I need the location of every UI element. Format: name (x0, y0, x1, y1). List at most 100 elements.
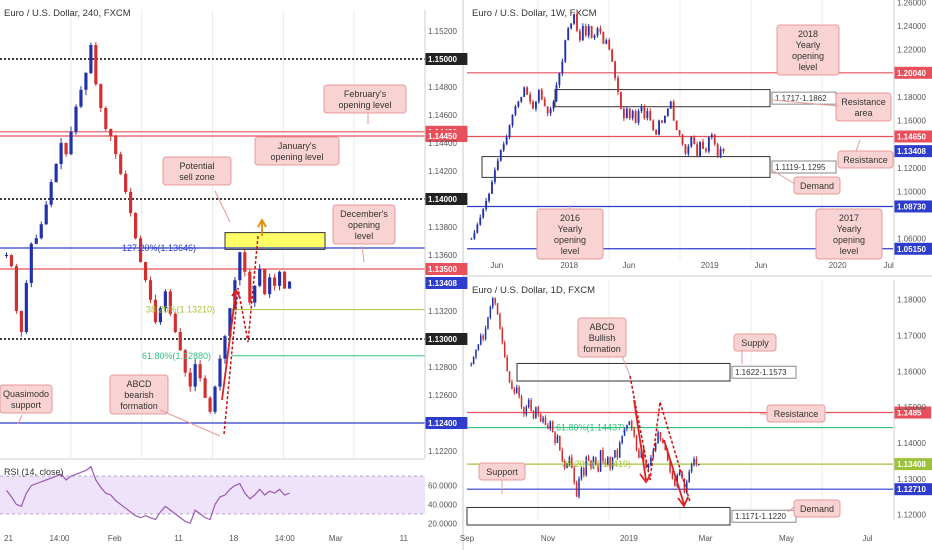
h4-x-tick: 18 (229, 534, 238, 543)
h4-chart-title: Euro / U.S. Dollar, 240, FXCM (4, 8, 131, 19)
w1-candle (561, 61, 564, 74)
w1-level-tag-text: 1.13408 (897, 147, 926, 156)
h4-fib-label: 61.80%(1.12880) (142, 351, 211, 361)
h4-level-tag (425, 130, 468, 142)
h4-candle (223, 336, 227, 359)
h4-candle (277, 271, 282, 286)
w1-y-tick: 1.24000 (897, 22, 926, 31)
h4-y-tick: 1.13200 (428, 307, 457, 316)
h4-level-tag-text: 1.14450 (428, 132, 457, 141)
h4-bubble-december-pointer (361, 245, 365, 263)
d1-candle (537, 407, 540, 415)
w1-x-tick: 2019 (701, 261, 719, 270)
w1-candle (581, 26, 584, 41)
rsi-line (6, 465, 290, 525)
w1-bubble-2017-text: opening (833, 235, 865, 245)
h4-y-tick: 1.12800 (428, 363, 457, 372)
h4-x-tick: 14:00 (49, 534, 70, 543)
w1-bubble-2018 (776, 24, 840, 76)
h4-level-tag (425, 53, 468, 65)
d1-candle (475, 349, 477, 358)
d1-candle (523, 407, 525, 415)
h4-candle (133, 213, 138, 239)
w1-candle (658, 120, 660, 135)
h4-candle (138, 238, 143, 262)
h4-candle (74, 106, 78, 132)
w1-bubble-resistance-area (835, 92, 892, 122)
w1-x-tick: Jun (622, 261, 635, 270)
w1-x-tick: Jun (490, 261, 503, 270)
d1-candle (575, 482, 578, 497)
h4-x-tick: 14:00 (275, 534, 296, 543)
h4-candle (248, 271, 252, 303)
h4-bubble-february (323, 84, 407, 114)
d1-x-tick: Mar (699, 534, 713, 543)
w1-candle (549, 108, 552, 114)
h4-candle (69, 131, 73, 155)
w1-level-tag-text: 1.05150 (897, 245, 926, 254)
h4-bubble-sell-zone-text: sell zone (179, 172, 215, 182)
d1-candle (590, 460, 592, 469)
h4-candle (228, 308, 232, 337)
d1-x-tick: May (779, 534, 794, 543)
h4-candle (109, 129, 113, 136)
d1-candle (604, 460, 607, 465)
h4-candle (188, 372, 192, 387)
d1-candle (563, 460, 566, 469)
w1-chart-title: Euro / U.S. Dollar, 1W, FXCM (472, 8, 597, 19)
w1-level-tag (894, 242, 932, 255)
h4-bubble-quasimodo (0, 384, 53, 414)
d1-x-tick: Nov (541, 534, 555, 543)
w1-level-tag (894, 145, 932, 158)
h4-candle (268, 277, 272, 295)
w1-bubble-demand-pointer (771, 169, 796, 185)
d1-level-tag-text: 1.13408 (897, 460, 926, 469)
w1-candle (590, 26, 593, 38)
h4-candle (193, 364, 197, 387)
w1-y-tick: 1.12000 (897, 164, 926, 173)
d1-x-tick: Jul (862, 534, 872, 543)
w1-level-tag (894, 200, 932, 213)
w1-candle (710, 134, 713, 138)
d1-candle (559, 435, 561, 451)
w1-zone-demand-label: 1.1119-1.1295 (775, 163, 826, 172)
w1-bubble-resistance (837, 150, 894, 169)
w1-candle (593, 35, 596, 38)
d1-zone-supply-label-box (731, 365, 797, 379)
d1-zone-demand (466, 506, 731, 526)
d1-candle (535, 407, 537, 418)
w1-y-tick: 1.26000 (897, 0, 926, 7)
w1-candle (599, 28, 602, 32)
w1-candle (576, 14, 578, 31)
d1-candle (693, 459, 695, 465)
d1-candle (626, 425, 628, 429)
w1-candle (605, 40, 608, 44)
w1-candle (543, 99, 546, 107)
d1-candle (609, 457, 611, 469)
d1-candle (532, 410, 535, 418)
h4-candle (287, 281, 292, 289)
d1-candle (595, 457, 597, 465)
h4-x-tick: Feb (108, 534, 122, 543)
h4-bubble-december-text: opening (348, 220, 380, 230)
h4-level-tag (425, 333, 468, 345)
h4-candle (148, 280, 153, 300)
d1-candle (686, 482, 688, 494)
h4-candle (99, 84, 103, 108)
d1-candle (580, 468, 583, 479)
d1-candle (472, 357, 475, 365)
w1-candle (573, 14, 575, 24)
d1-candle (614, 450, 616, 458)
d1-candle (669, 460, 671, 472)
d1-candle (527, 400, 530, 408)
w1-candle (596, 28, 599, 36)
d1-candle (544, 417, 547, 426)
d1-zone-supply-label: 1.1622-1.1573 (735, 368, 787, 377)
w1-bubble-resistance-area-text: Resistance (841, 97, 886, 107)
d1-candle (556, 435, 559, 443)
h4-candle (258, 269, 262, 286)
w1-x-tick: 2020 (829, 261, 847, 270)
h4-y-tick: 1.13600 (428, 251, 457, 260)
w1-candle (491, 182, 493, 194)
d1-candle (480, 335, 482, 345)
